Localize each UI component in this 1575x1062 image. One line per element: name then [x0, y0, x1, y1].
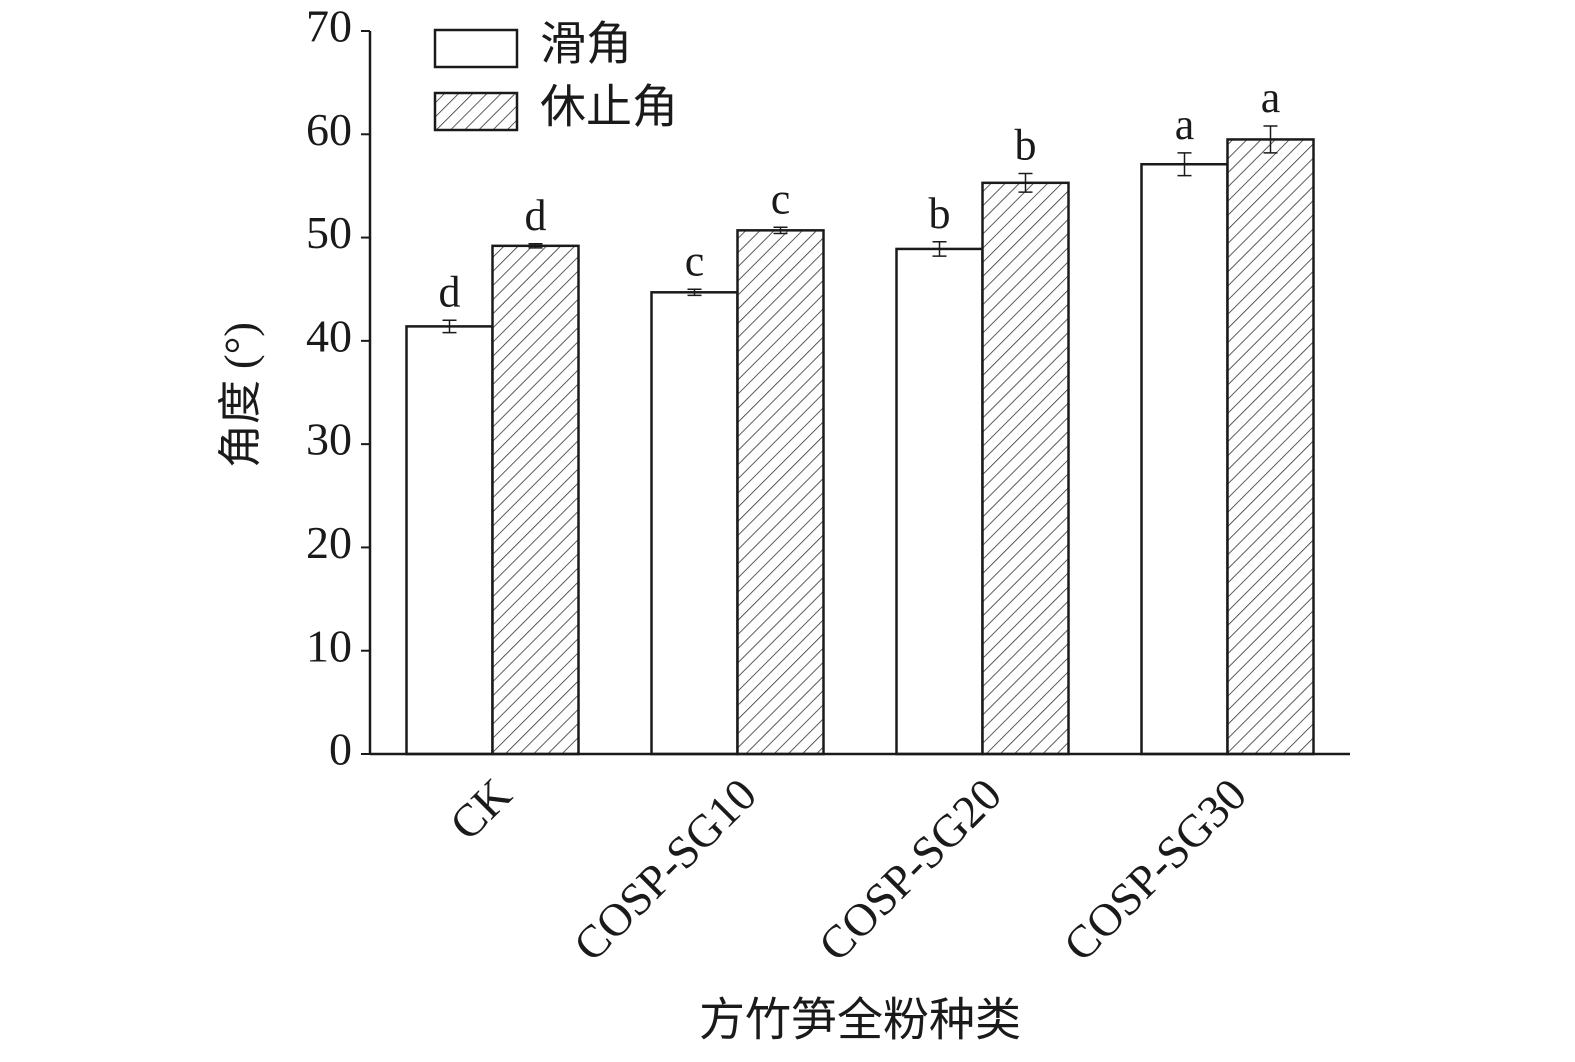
significance-letter: c	[771, 174, 791, 223]
y-tick-label: 40	[306, 310, 352, 361]
y-tick-label: 10	[306, 620, 352, 671]
legend-swatch	[433, 91, 519, 132]
significance-letter: d	[439, 267, 461, 316]
bar	[1140, 162, 1229, 756]
error-bar	[1263, 125, 1278, 154]
y-tick-label: 60	[306, 104, 352, 155]
x-tick-label: COSP-SG30	[1054, 768, 1256, 970]
significance-letter: a	[1261, 73, 1281, 122]
legend-label: 休止角	[540, 82, 678, 133]
error-bar	[1177, 152, 1192, 177]
legend-label: 滑角	[540, 19, 632, 70]
x-tick-label: CK	[440, 768, 521, 849]
y-tick-label: 50	[306, 207, 352, 258]
y-tick-label: 30	[306, 414, 352, 465]
significance-letter: d	[525, 191, 547, 240]
error-bar	[1018, 172, 1033, 193]
bar	[895, 247, 984, 756]
error-bar	[442, 319, 457, 334]
significance-letter: b	[929, 189, 951, 238]
significance-letter: b	[1015, 121, 1037, 170]
y-tick-label: 20	[306, 517, 352, 568]
error-bar	[687, 288, 702, 297]
error-bar	[932, 240, 947, 257]
x-tick-label: COSP-SG20	[809, 768, 1011, 970]
error-bar	[528, 243, 543, 249]
x-tick-label: COSP-SG10	[564, 768, 766, 970]
bar	[1226, 138, 1315, 756]
y-axis-title: 角度 (°)	[216, 322, 265, 468]
significance-letter: c	[685, 236, 705, 285]
significance-letter: a	[1175, 100, 1195, 149]
bar	[650, 291, 739, 756]
bar	[405, 325, 494, 756]
bar	[981, 181, 1070, 756]
legend-swatch	[433, 28, 519, 69]
y-tick-label: 70	[306, 1, 352, 52]
y-tick-label: 0	[329, 724, 352, 775]
bar	[736, 229, 825, 756]
x-axis-title: 方竹笋全粉种类	[699, 995, 1021, 1046]
bar	[491, 244, 580, 756]
error-bar	[773, 226, 788, 235]
